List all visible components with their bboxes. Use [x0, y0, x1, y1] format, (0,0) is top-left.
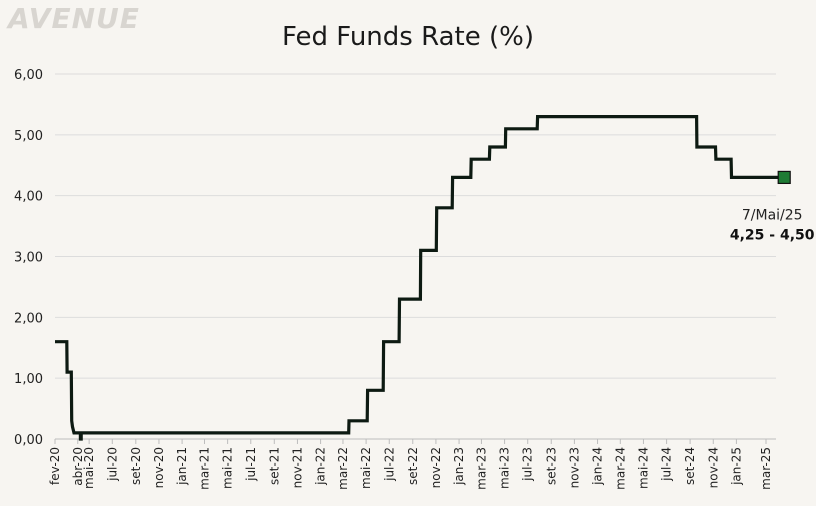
x-tick-label: mai-23 [498, 447, 512, 489]
x-tick-label: mar-24 [613, 447, 627, 490]
y-tick-label: 6,00 [14, 68, 43, 83]
y-axis: 0,00 1,00 2,00 3,00 4,00 5,00 6,00 [14, 68, 43, 448]
x-tick-label: mar-23 [474, 447, 488, 490]
x-tick-label: mai-24 [636, 447, 650, 489]
x-tick-label: mar-21 [197, 447, 211, 490]
y-tick-label: 0,00 [14, 433, 43, 448]
x-tick-label: mar-25 [759, 447, 773, 490]
x-tick-label: jan-21 [175, 447, 189, 486]
annotation-layer: 7/Mai/25 4,25 - 4,50 [730, 170, 815, 243]
x-tick-label: nov-24 [706, 447, 720, 488]
x-tick-label: set-23 [544, 447, 558, 485]
gridlines [55, 73, 776, 379]
x-tick-label: jul-22 [382, 447, 396, 482]
y-tick-label: 2,00 [14, 311, 43, 326]
x-tick-label: set-21 [267, 447, 281, 485]
x-tick-label: nov-22 [429, 447, 443, 488]
y-tick-label: 4,00 [14, 190, 43, 205]
x-tick-label: jan-23 [452, 447, 466, 486]
x-tick-label: jan-24 [591, 447, 605, 486]
x-tick-label: set-22 [406, 447, 420, 485]
end-point-marker [777, 170, 791, 185]
chart-title: Fed Funds Rate (%) [282, 22, 534, 52]
x-tick-label: nov-21 [290, 447, 304, 488]
fed-funds-line [55, 114, 785, 441]
y-tick-label: 1,00 [14, 372, 43, 387]
x-tick-label: mai-20 [82, 447, 96, 489]
x-tick-label: jan-25 [729, 447, 743, 486]
x-tick-label: jul-23 [521, 447, 535, 482]
x-tick-label: abr-20 [71, 447, 85, 486]
y-tick-label: 5,00 [14, 129, 43, 144]
avenue-logo: AVENUE [6, 2, 140, 35]
x-tick-label: jul-24 [660, 447, 674, 482]
x-tick-label: mai-22 [359, 447, 373, 489]
x-tick-label: jul-20 [105, 447, 119, 482]
annotation-date: 7/Mai/25 [742, 207, 803, 223]
x-tick-label: mar-22 [336, 447, 350, 490]
x-tick-label: mai-21 [221, 447, 235, 489]
x-tick-label: fev-20 [48, 447, 62, 485]
x-tick-label: jul-21 [244, 447, 258, 482]
y-tick-label: 3,00 [14, 251, 43, 266]
x-tick-label: set-24 [683, 447, 697, 485]
x-tick-label: nov-20 [152, 447, 166, 488]
x-tick-label: nov-23 [567, 447, 581, 488]
x-tick-label: jan-22 [314, 447, 328, 486]
x-tick-label: set-20 [129, 447, 143, 485]
annotation-value: 4,25 - 4,50 [730, 227, 815, 243]
series-layer [55, 114, 785, 441]
